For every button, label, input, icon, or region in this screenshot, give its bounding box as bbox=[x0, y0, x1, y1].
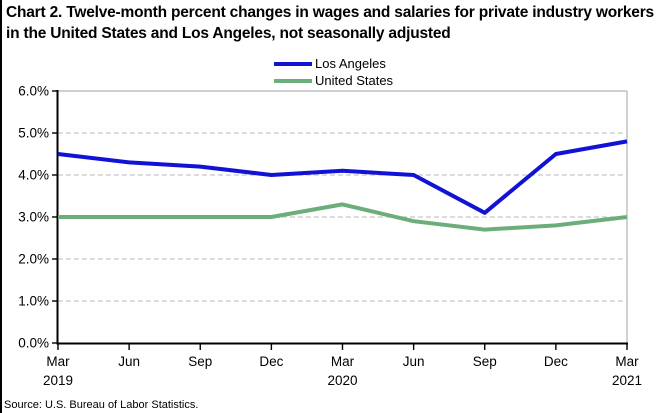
x-axis-month-label: Jun bbox=[118, 354, 140, 369]
x-axis-month-label: Mar bbox=[615, 354, 639, 369]
y-axis-tick-label: 5.0% bbox=[18, 126, 49, 141]
x-axis-year-label: 2021 bbox=[612, 373, 642, 388]
legend-item-united-states: United States bbox=[274, 72, 393, 89]
y-axis-tick-label: 6.0% bbox=[18, 84, 49, 99]
y-axis-tick-label: 2.0% bbox=[18, 252, 49, 267]
los-angeles-line bbox=[57, 139, 628, 215]
x-axis-month-label: Mar bbox=[331, 354, 355, 369]
x-axis-month-label: Dec bbox=[544, 354, 568, 369]
legend-label: Los Angeles bbox=[315, 56, 386, 71]
legend: Los Angeles United States bbox=[274, 55, 393, 89]
y-axis-tick-label: 3.0% bbox=[18, 210, 49, 225]
y-axis-tick-label: 0.0% bbox=[18, 336, 49, 351]
left-border-rule bbox=[0, 0, 2, 413]
x-axis-month-label: Sep bbox=[188, 354, 212, 369]
y-axis-tick-label: 4.0% bbox=[18, 168, 49, 183]
legend-item-los-angeles: Los Angeles bbox=[274, 55, 393, 72]
united-states-line-swatch bbox=[274, 78, 312, 83]
los-angeles-line-swatch bbox=[274, 61, 312, 66]
legend-label: United States bbox=[315, 73, 394, 88]
x-axis-month-label: Dec bbox=[259, 354, 283, 369]
united-states-line bbox=[58, 202, 628, 232]
x-axis-month-label: Sep bbox=[473, 354, 497, 369]
x-axis-month-label: Jun bbox=[403, 354, 425, 369]
x-axis-year-label: 2020 bbox=[327, 373, 357, 388]
chart-title: Chart 2. Twelve-month percent changes in… bbox=[6, 4, 654, 42]
y-axis-tick-label: 1.0% bbox=[18, 294, 49, 309]
x-axis-month-label: Mar bbox=[46, 354, 70, 369]
x-axis-year-label: 2019 bbox=[43, 373, 73, 388]
source-note: Source: U.S. Bureau of Labor Statistics. bbox=[4, 399, 199, 411]
